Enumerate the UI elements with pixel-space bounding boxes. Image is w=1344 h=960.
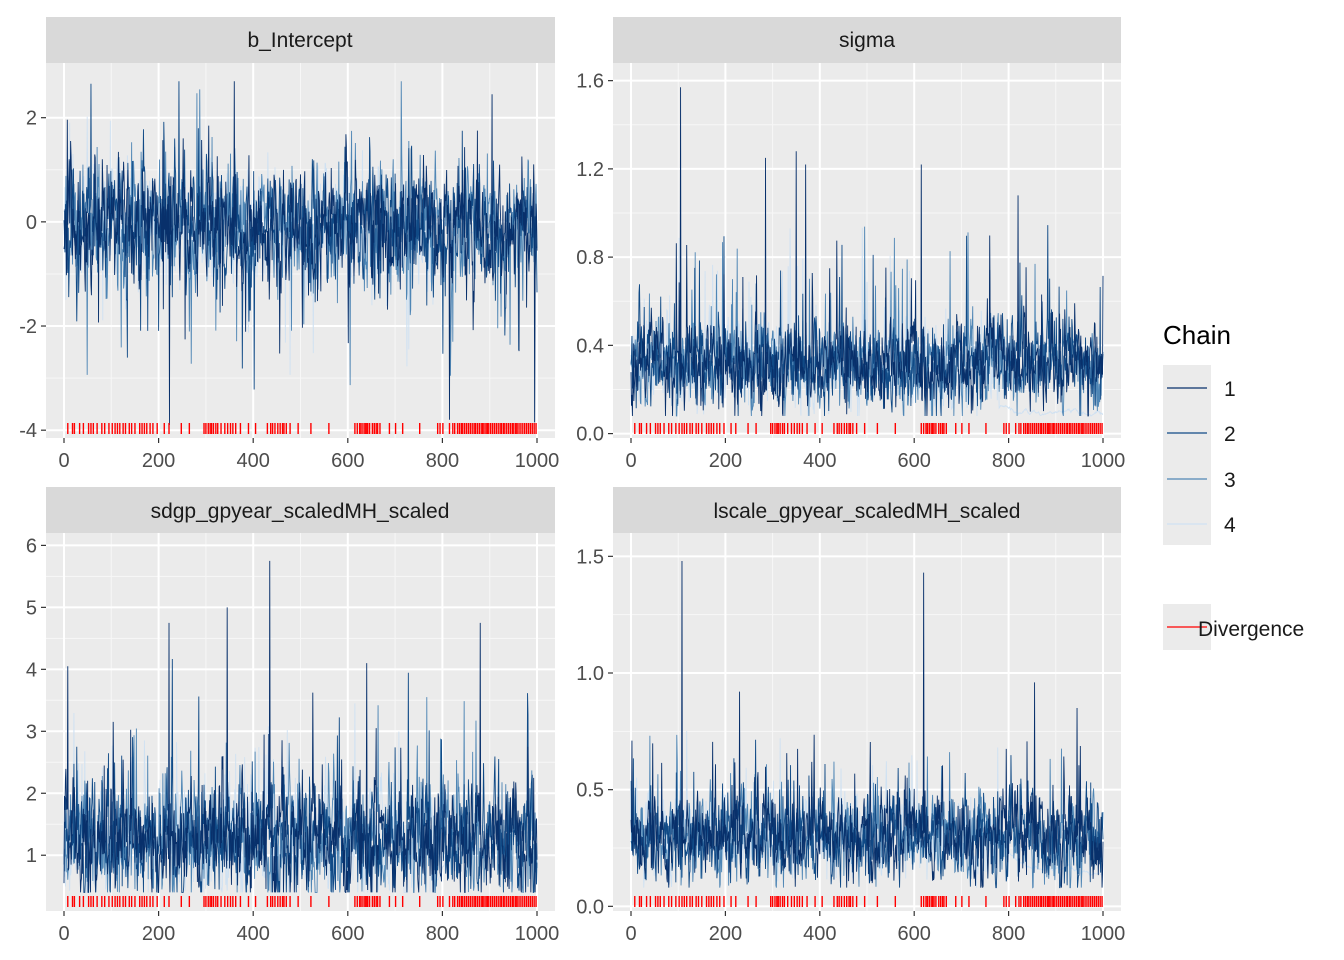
legend-chain-keys <box>1163 365 1211 545</box>
trace-chain-1-sdgp <box>63 560 538 893</box>
y-axis-lscale: 0.0 0.5 1.0 1.5 <box>576 546 613 918</box>
y-tick-label: 0.0 <box>576 424 604 446</box>
legend-label-chain-3: 3 <box>1224 469 1236 492</box>
x-tick-label: 200 <box>142 450 175 472</box>
x-tick-label: 400 <box>803 923 836 945</box>
legend-label-divergence: Divergence <box>1198 618 1304 641</box>
x-tick-label: 400 <box>803 450 836 472</box>
trace-chain-4-sigma <box>630 227 1104 417</box>
strip-sdgp <box>46 487 555 533</box>
x-tick-label: 0 <box>625 923 636 945</box>
panel-title-b-intercept: b_Intercept <box>247 29 352 52</box>
x-tick-label: 400 <box>237 450 270 472</box>
trace-chain-2-lscale <box>630 739 1104 889</box>
panel-title-sigma: sigma <box>839 29 895 52</box>
divergence-rug-b-intercept <box>67 423 537 434</box>
x-tick-label: 800 <box>426 450 459 472</box>
trace-chain-2-sigma <box>630 225 1104 416</box>
x-tick-label: 800 <box>992 450 1025 472</box>
x-tick-label: 800 <box>992 923 1025 945</box>
strip-sigma <box>613 17 1121 63</box>
panel-b-intercept: b_Intercept -4 -2 0 2 0 200 400 600 800 1000 <box>19 17 559 472</box>
y-tick-label: -4 <box>19 420 37 442</box>
x-tick-label: 1000 <box>515 923 560 945</box>
panel-title-sdgp: sdgp_gpyear_scaledMH_scaled <box>151 500 450 523</box>
x-tick-label: 600 <box>898 923 931 945</box>
trace-chain-1-lscale <box>630 560 1104 888</box>
x-axis-sdgp: 0 200 400 600 800 1000 <box>58 911 559 945</box>
y-tick-label: 0.5 <box>576 780 604 802</box>
divergence-rug-sdgp <box>67 896 537 907</box>
y-tick-label: 0.4 <box>576 335 604 357</box>
trace-chain-1-sigma <box>630 87 1104 417</box>
y-tick-label: 4 <box>26 659 37 681</box>
y-tick-label: 6 <box>26 535 37 557</box>
divergence-rug-sigma <box>634 423 1103 434</box>
x-tick-label: 0 <box>625 450 636 472</box>
y-tick-label: 2 <box>26 783 37 805</box>
y-tick-label: 0.8 <box>576 247 604 269</box>
y-tick-label: 3 <box>26 721 37 743</box>
y-tick-label: 1.2 <box>576 159 604 181</box>
legend: Chain 1 2 3 4 Divergence <box>1163 320 1304 650</box>
legend-label-chain-2: 2 <box>1224 423 1236 446</box>
x-tick-label: 1000 <box>1081 923 1126 945</box>
legend-label-chain-1: 1 <box>1224 378 1236 401</box>
y-tick-label: 0.0 <box>576 896 604 918</box>
divergence-rug-lscale <box>634 896 1103 907</box>
y-tick-label: 0 <box>26 212 37 234</box>
x-axis-b-intercept: 0 200 400 600 800 1000 <box>58 438 559 472</box>
x-tick-label: 800 <box>426 923 459 945</box>
x-tick-label: 400 <box>237 923 270 945</box>
y-tick-label: -2 <box>19 316 37 338</box>
traces-lscale <box>630 560 1104 889</box>
traces-sdgp <box>63 560 538 893</box>
x-tick-label: 600 <box>898 450 931 472</box>
y-axis-b-intercept: -4 -2 0 2 <box>19 108 46 442</box>
y-axis-sigma: 0.0 0.4 0.8 1.2 1.6 <box>576 71 613 446</box>
panel-lscale: lscale_gpyear_scaledMH_scaled 0.0 0.5 1.0 1… <box>576 487 1125 945</box>
panel-sigma: sigma 0.0 0.4 0.8 1.2 1.6 0 200 400 600 800 1000 <box>576 17 1125 472</box>
y-tick-label: 1.0 <box>576 663 604 685</box>
strip-b-intercept <box>46 17 555 63</box>
x-tick-label: 1000 <box>515 450 560 472</box>
traces-b-intercept <box>63 81 538 425</box>
y-tick-label: 5 <box>26 597 37 619</box>
panel-title-lscale: lscale_gpyear_scaledMH_scaled <box>713 500 1020 523</box>
y-tick-label: 1.5 <box>576 546 604 568</box>
x-tick-label: 1000 <box>1081 450 1126 472</box>
x-axis-lscale: 0 200 400 600 800 1000 <box>625 911 1125 945</box>
x-tick-label: 0 <box>58 450 69 472</box>
legend-label-chain-4: 4 <box>1224 514 1236 537</box>
y-tick-label: 1 <box>26 845 37 867</box>
x-tick-label: 200 <box>709 923 742 945</box>
y-axis-sdgp: 1 2 3 4 5 6 <box>26 535 46 867</box>
legend-title-chain: Chain <box>1163 320 1231 350</box>
x-tick-label: 200 <box>142 923 175 945</box>
x-tick-label: 600 <box>331 450 364 472</box>
x-axis-sigma: 0 200 400 600 800 1000 <box>625 438 1125 472</box>
x-tick-label: 0 <box>58 923 69 945</box>
x-tick-label: 600 <box>331 923 364 945</box>
y-tick-label: 1.6 <box>576 71 604 93</box>
traces-sigma <box>630 87 1104 417</box>
y-tick-label: 2 <box>26 108 37 130</box>
strip-lscale <box>613 487 1121 533</box>
panel-sdgp: sdgp_gpyear_scaledMH_scaled 1 2 3 4 5 6 0 200 40… <box>26 487 559 945</box>
trace-chain-1-b-intercept <box>63 81 538 425</box>
x-tick-label: 200 <box>709 450 742 472</box>
